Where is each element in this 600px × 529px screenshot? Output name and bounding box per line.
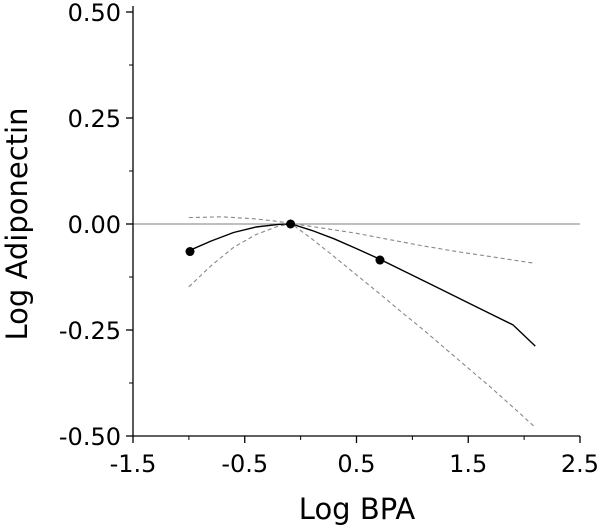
x-tick-label: 2.5 [561, 450, 599, 478]
data-point [375, 255, 385, 265]
data-point [185, 247, 195, 257]
series-layer [188, 216, 536, 428]
x-tick-label: -0.5 [221, 450, 268, 478]
y-tick-label: 0.25 [68, 105, 121, 133]
y-tick-label: 0.50 [68, 0, 121, 27]
y-axis-title: Log Adiponectin [0, 108, 34, 341]
y-tick-label: 0.00 [68, 211, 121, 239]
x-tick-label: 1.5 [449, 450, 487, 478]
data-point [286, 219, 296, 229]
point-layer [185, 219, 385, 265]
y-tick-label: -0.50 [59, 423, 121, 451]
series-line-ci-lower [188, 223, 536, 428]
x-tick-label: 0.5 [337, 450, 375, 478]
series-line-estimate [188, 223, 536, 347]
axis-layer: 0.50 0.25 0.00 -0.25 -0.50-1.5 -0.5 0.5 1.5 2.5 [59, 0, 599, 478]
series-line-ci-upper [188, 216, 536, 264]
x-tick-label: -1.5 [110, 450, 157, 478]
x-axis-title: Log BPA [299, 492, 416, 526]
y-tick-label: -0.25 [59, 317, 121, 345]
